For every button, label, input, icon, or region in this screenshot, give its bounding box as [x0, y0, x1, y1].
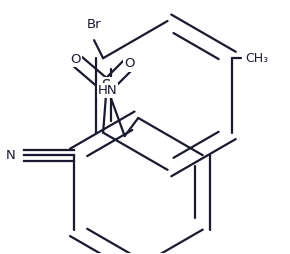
Text: Br: Br — [87, 18, 101, 31]
Text: O: O — [124, 57, 135, 70]
Text: N: N — [6, 149, 15, 162]
Text: CH₃: CH₃ — [246, 52, 269, 65]
Text: O: O — [70, 53, 80, 66]
Text: S: S — [102, 79, 111, 94]
Text: HN: HN — [97, 84, 117, 97]
